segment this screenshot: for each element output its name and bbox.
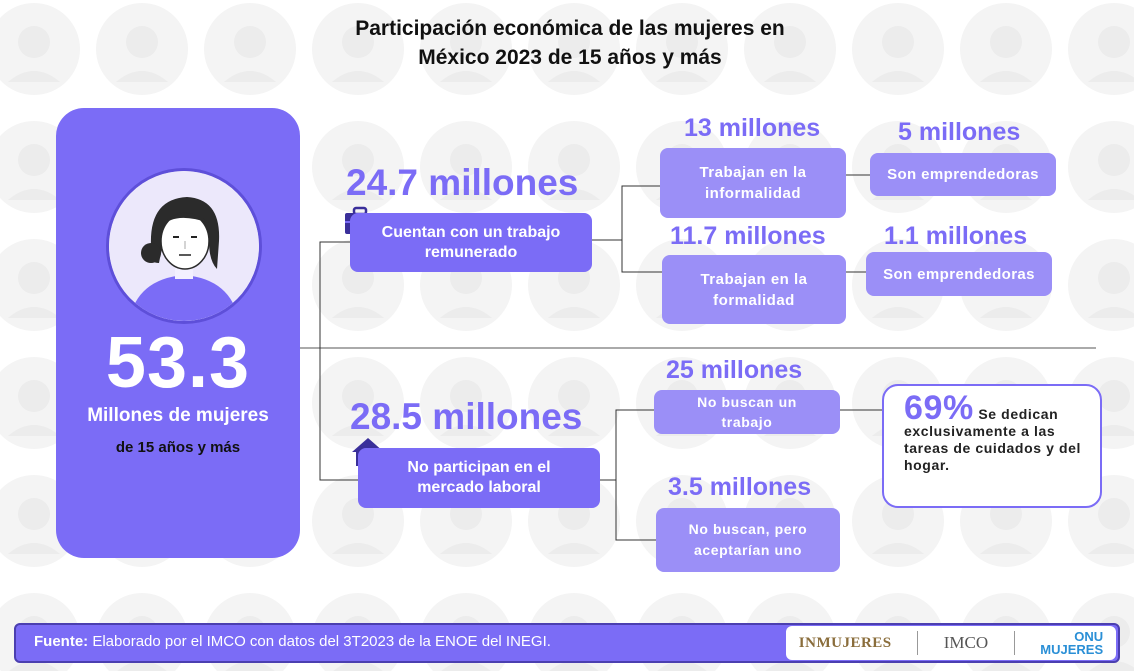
imco-logo: IMCO bbox=[943, 633, 989, 652]
total-label: Millones de mujeres bbox=[87, 405, 269, 426]
not-participating-box: No participan en el mercado laboral bbox=[358, 448, 600, 508]
formal-box: Trabajan en la formalidad bbox=[662, 255, 846, 324]
title-line-1: Participación económica de las mujeres e… bbox=[355, 17, 785, 40]
formal-entrepreneurs-amount: 1.1 millones bbox=[884, 222, 1028, 250]
not-seeking-box: No buscan un trabajo bbox=[654, 390, 840, 434]
source-label: Fuente: bbox=[34, 633, 89, 650]
paid-label-box: Cuentan con un trabajo remunerado bbox=[350, 213, 592, 272]
logo-strip: INMUJERES IMCO ONU MUJERES bbox=[786, 626, 1116, 660]
onu-mujeres-logo-bottom: MUJERES bbox=[1040, 642, 1104, 657]
onu-mujeres-logo-top: ONU bbox=[1074, 629, 1104, 644]
informal-entrepreneurs-box: Son emprendedoras bbox=[870, 153, 1056, 196]
total-value: 53.3 bbox=[105, 323, 251, 403]
care-work-percent: 69% bbox=[904, 389, 974, 427]
paid-amount: 24.7 millones bbox=[346, 162, 579, 203]
source-text: Elaborado por el IMCO con datos del 3T20… bbox=[88, 633, 551, 650]
informal-amount: 13 millones bbox=[684, 114, 821, 142]
onu-mujeres-logo: ONU MUJERES bbox=[1040, 630, 1103, 656]
total-sublabel: de 15 años y más bbox=[115, 439, 241, 456]
not-seeking-amount: 25 millones bbox=[666, 356, 803, 384]
source-note: Fuente: Elaborado por el IMCO con datos … bbox=[34, 633, 551, 650]
not-participating-amount: 28.5 millones bbox=[350, 396, 583, 437]
would-accept-box: No buscan, pero aceptarían uno bbox=[656, 508, 840, 572]
logo-separator bbox=[1013, 631, 1015, 655]
woman-avatar-icon bbox=[106, 168, 262, 324]
informal-box: Trabajan en la informalidad bbox=[660, 148, 846, 218]
formal-amount: 11.7 millones bbox=[670, 222, 826, 250]
would-accept-amount: 3.5 millones bbox=[668, 473, 812, 501]
formal-entrepreneurs-box: Son emprendedoras bbox=[866, 252, 1052, 296]
title-line-2: México 2023 de 15 años y más bbox=[418, 46, 722, 69]
inmujeres-logo: INMUJERES bbox=[798, 634, 892, 651]
informal-entrepreneurs-amount: 5 millones bbox=[898, 118, 1021, 146]
care-work-text: 69% Se dedican exclusivamente a las tare… bbox=[904, 391, 1082, 474]
care-work-description: Se dedican exclusivamente a las tareas d… bbox=[904, 406, 1082, 473]
logo-separator bbox=[917, 631, 919, 655]
care-work-callout: 69% Se dedican exclusivamente a las tare… bbox=[882, 384, 1102, 508]
page-title: Participación económica de las mujeres e… bbox=[200, 14, 940, 72]
